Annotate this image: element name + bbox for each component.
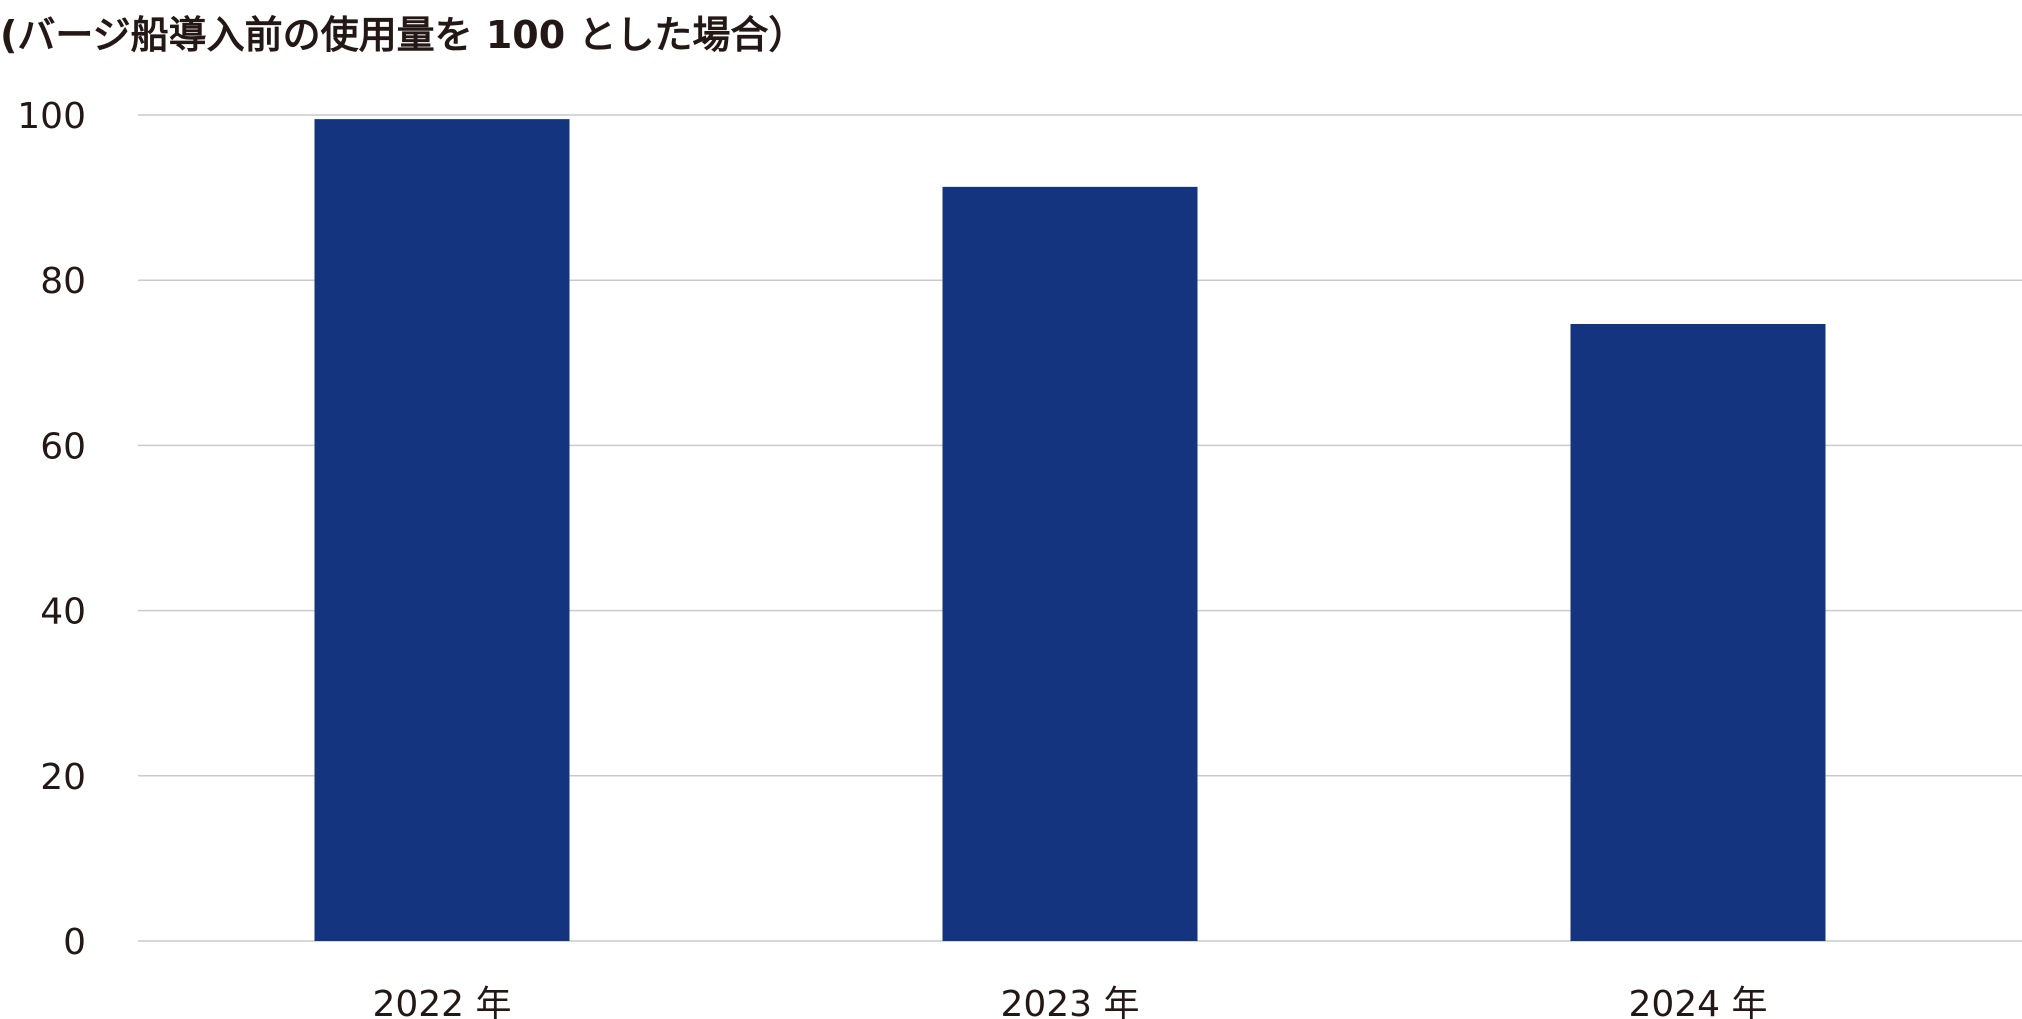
- y-tick-label-60: 60: [40, 426, 86, 467]
- y-tick-label-40: 40: [40, 592, 86, 633]
- bar-3: [1570, 323, 1826, 941]
- bar-1: [314, 119, 570, 941]
- x-category-label-3: 2024 年: [1628, 984, 1767, 1019]
- bars: [314, 119, 1826, 941]
- chart-title: (バージ船導入前の使用量を 100 とした場合）: [0, 13, 807, 57]
- x-category-label-2: 2023 年: [1000, 984, 1139, 1019]
- y-axis-ticks: 0 20 40 60 80 100: [17, 96, 86, 963]
- x-category-label-1: 2022 年: [372, 984, 511, 1019]
- y-tick-label-100: 100: [17, 96, 86, 137]
- x-axis-labels: 2022 年 2023 年 2024 年: [372, 984, 1767, 1019]
- bar-2: [942, 186, 1198, 941]
- y-tick-label-80: 80: [40, 261, 86, 302]
- y-tick-label-20: 20: [40, 757, 86, 798]
- y-tick-label-0: 0: [63, 922, 86, 963]
